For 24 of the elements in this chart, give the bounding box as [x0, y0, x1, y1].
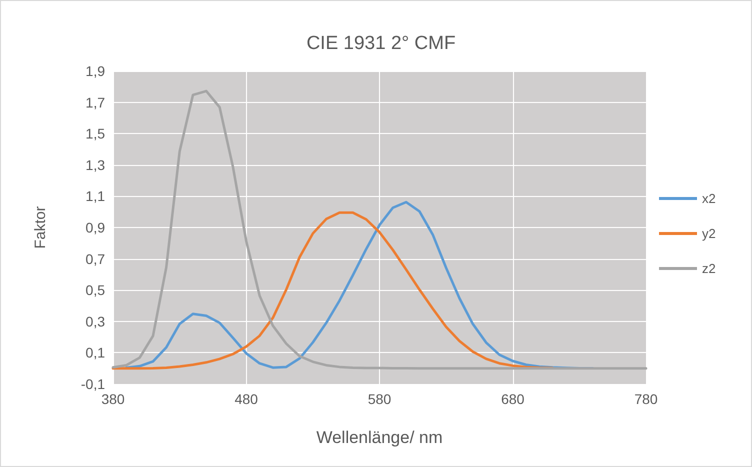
y-axis-title: Faktor: [32, 206, 49, 249]
legend-label: y2: [702, 226, 716, 241]
x-tick-label: 780: [634, 391, 658, 407]
y-tick-label: 0,3: [86, 313, 106, 330]
y-tick-label: 0,5: [86, 282, 106, 298]
y-tick-label: -0,1: [80, 376, 106, 392]
y-tick-label: 1,3: [86, 156, 106, 173]
x-tick-label: 380: [101, 391, 125, 407]
legend-label: x2: [702, 191, 716, 206]
chart-title: CIE 1931 2° CMF: [306, 33, 456, 54]
y-tick-label: 1,1: [86, 188, 106, 204]
y-tick-label: 1,5: [86, 126, 106, 142]
y-tick-label: 0,9: [86, 220, 106, 236]
legend-label: z2: [702, 261, 716, 276]
x-axis-title: Wellenlänge/ nm: [316, 428, 443, 447]
y-tick-label: 1,9: [86, 63, 106, 79]
x-tick-label: 580: [368, 391, 392, 407]
line-series: [112, 90, 648, 370]
y-tick-label: 0,1: [86, 344, 106, 361]
y-tick-label: 0,7: [86, 250, 106, 267]
y-tick-label: 1,7: [86, 94, 106, 110]
x-tick-label: 680: [501, 391, 525, 407]
line-series: [112, 211, 554, 370]
x-tick-label: 480: [234, 391, 258, 407]
